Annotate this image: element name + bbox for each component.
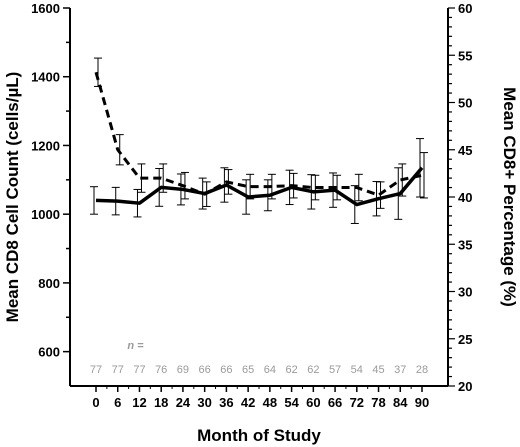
n-value: 65 [242, 364, 254, 376]
left-tick-label: 800 [38, 276, 60, 291]
x-tick-label: 36 [219, 395, 233, 410]
x-tick-label: 60 [306, 395, 320, 410]
n-value: 28 [416, 364, 428, 376]
x-tick-label: 12 [132, 395, 146, 410]
right-tick-label: 20 [458, 379, 472, 394]
n-value: 62 [307, 364, 319, 376]
n-value: 54 [351, 364, 363, 376]
n-value: 66 [199, 364, 211, 376]
n-value: 66 [220, 364, 232, 376]
x-tick-label: 48 [263, 395, 277, 410]
n-value: 45 [372, 364, 384, 376]
left-axis-title: Mean CD8 Cell Count (cells/µL) [3, 72, 22, 323]
n-title: n = [127, 340, 144, 352]
left-tick-label: 1600 [31, 1, 60, 16]
n-value: 77 [90, 364, 102, 376]
n-value: 64 [264, 364, 276, 376]
x-tick-label: 30 [197, 395, 211, 410]
x-tick-label: 72 [350, 395, 364, 410]
x-tick-label: 42 [241, 395, 255, 410]
right-axis-title: Mean CD8+ Percentage (%) [500, 87, 519, 307]
right-tick-label: 45 [458, 143, 472, 158]
left-tick-label: 1400 [31, 70, 60, 85]
right-tick-label: 40 [458, 190, 472, 205]
series-layer [90, 57, 428, 224]
right-tick-label: 55 [458, 48, 472, 63]
labels: 6008001000120014001600202530354045505560… [3, 1, 519, 445]
left-tick-label: 1000 [31, 207, 60, 222]
x-tick-label: 84 [393, 395, 408, 410]
x-tick-label: 6 [114, 395, 121, 410]
x-tick-label: 54 [284, 395, 299, 410]
n-value: 77 [112, 364, 124, 376]
right-tick-label: 25 [458, 332, 472, 347]
cd8-percentage-line [94, 71, 423, 197]
left-tick-label: 1200 [31, 138, 60, 153]
x-axis-title: Month of Study [197, 426, 321, 445]
right-tick-label: 30 [458, 285, 472, 300]
x-tick-label: 0 [92, 395, 99, 410]
axes [63, 7, 455, 392]
n-value: 37 [394, 364, 406, 376]
left-tick-label: 600 [38, 345, 60, 360]
x-tick-label: 24 [176, 395, 191, 410]
cd8-count-line [95, 166, 424, 207]
right-tick-label: 35 [458, 237, 472, 252]
x-tick-label: 78 [371, 395, 385, 410]
x-tick-label: 18 [154, 395, 168, 410]
right-tick-label: 50 [458, 96, 472, 111]
n-value: 62 [285, 364, 297, 376]
x-tick-label: 90 [415, 395, 429, 410]
right-tick-label: 60 [458, 1, 472, 16]
x-tick-label: 66 [328, 395, 342, 410]
n-value: 76 [155, 364, 167, 376]
n-value: 57 [329, 364, 341, 376]
n-value: 69 [177, 364, 189, 376]
n-value: 77 [133, 364, 145, 376]
